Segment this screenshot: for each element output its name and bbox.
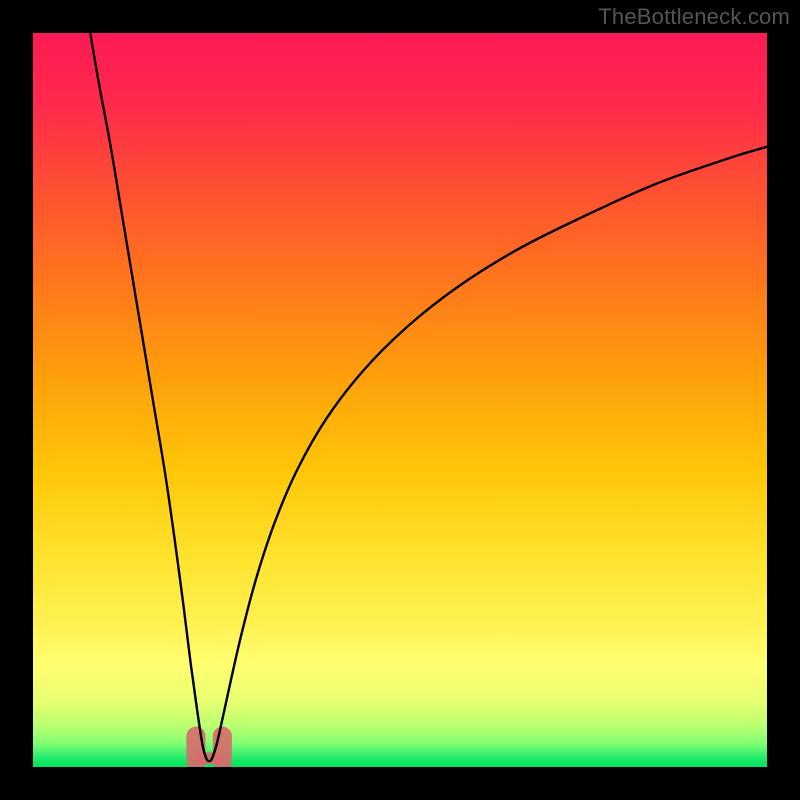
bottleneck-chart-svg [0,0,800,800]
chart-container: TheBottleneck.com [0,0,800,800]
gradient-background [33,33,767,767]
plot-area [33,33,767,771]
attribution-text: TheBottleneck.com [598,4,790,30]
